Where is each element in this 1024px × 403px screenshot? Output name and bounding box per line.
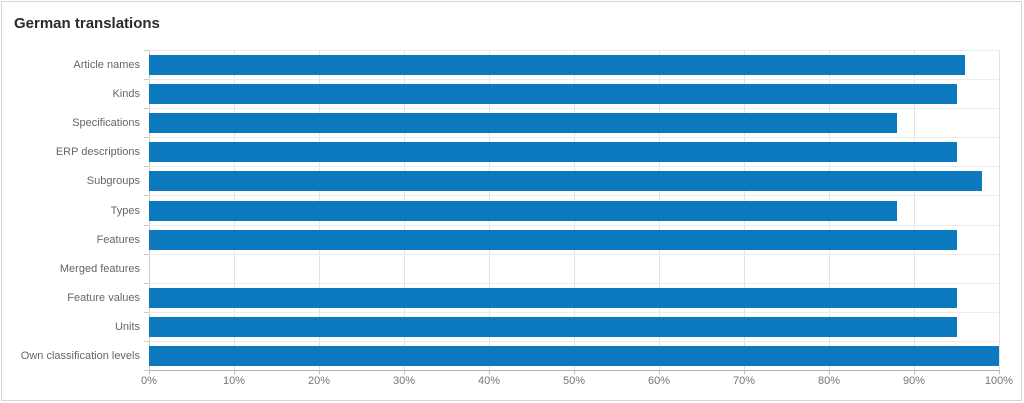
x-tick-label: 30% (392, 375, 416, 387)
table-row: Types (111, 196, 999, 226)
table-row: Features (97, 226, 999, 255)
y-tickmark (144, 370, 149, 371)
bar-erp-descriptions[interactable] (149, 142, 957, 163)
category-label: Types (110, 204, 140, 217)
y-tickmark (144, 166, 149, 168)
category-label: Units (114, 320, 140, 333)
y-tickmark (144, 340, 149, 342)
x-tickmark (489, 370, 490, 374)
x-tick-label: 0% (141, 375, 157, 387)
y-tickmark (144, 311, 149, 313)
x-tickmark (404, 370, 405, 374)
category-label: Specifications (72, 117, 140, 130)
table-row: Own classification levels (21, 342, 999, 370)
table-row: Merged features (60, 255, 999, 284)
bar-own-classification-levels[interactable] (149, 345, 999, 366)
y-tickmark (144, 79, 149, 81)
bar-features[interactable] (149, 229, 957, 250)
table-row: Feature values (67, 284, 999, 313)
x-gridline (914, 50, 915, 370)
x-tickmark (234, 370, 235, 374)
bar-article-names[interactable] (149, 55, 965, 76)
y-tickmark (144, 50, 149, 51)
category-label: Subgroups (86, 175, 140, 188)
y-tickmark (144, 224, 149, 226)
chart-title: German translations (14, 15, 160, 32)
table-row: Specifications (72, 109, 999, 139)
x-tickmark (829, 370, 830, 374)
x-gridline (999, 50, 1000, 370)
x-tickmark (914, 370, 915, 374)
bar-feature-values[interactable] (149, 287, 957, 308)
table-row: Units (115, 313, 999, 342)
x-tick-label: 40% (477, 375, 501, 387)
bar-subgroups[interactable] (149, 171, 982, 192)
category-label: ERP descriptions (55, 146, 140, 159)
bar-units[interactable] (149, 316, 957, 337)
table-row: Article names (73, 50, 999, 81)
x-tick-label: 100% (984, 375, 1014, 387)
table-row: ERP descriptions (56, 138, 999, 168)
x-tickmark (149, 370, 150, 374)
bar-specifications[interactable] (149, 113, 897, 134)
x-tick-label: 10% (222, 375, 246, 387)
y-tickmark (144, 108, 149, 110)
category-label: Features (96, 233, 140, 246)
x-tickmark (574, 370, 575, 374)
y-tickmark (144, 282, 149, 284)
x-axis: 0% 10% 20% 30% 40% 50% 60% 70% 80% 90% 100% (141, 375, 1013, 389)
category-label: Feature values (67, 291, 140, 304)
x-tickmark (319, 370, 320, 374)
category-label: Merged features (59, 262, 140, 275)
x-tickmark (744, 370, 745, 374)
table-row: Subgroups (87, 167, 999, 197)
x-tickmark (659, 370, 660, 374)
bar-rows: Article names Kinds Specifications ERP desc… (21, 50, 999, 370)
category-label: Kinds (112, 88, 140, 101)
x-tick-label: 50% (562, 375, 586, 387)
y-tickmark (144, 195, 149, 197)
plot-area: Article names Kinds Specifications ERP desc… (21, 50, 1000, 374)
x-tick-label: 20% (307, 375, 331, 387)
bar-kinds[interactable] (149, 84, 957, 105)
x-tickmark (999, 370, 1000, 374)
category-label: Own classification levels (20, 349, 140, 362)
bar-types[interactable] (149, 200, 897, 221)
y-tickmark (144, 137, 149, 139)
x-tick-label: 80% (817, 375, 841, 387)
x-tick-label: 90% (902, 375, 926, 387)
x-tick-label: 60% (647, 375, 671, 387)
y-tickmark (144, 253, 149, 255)
table-row: Kinds (112, 80, 999, 110)
x-tick-label: 70% (732, 375, 756, 387)
category-label: Article names (73, 59, 140, 72)
